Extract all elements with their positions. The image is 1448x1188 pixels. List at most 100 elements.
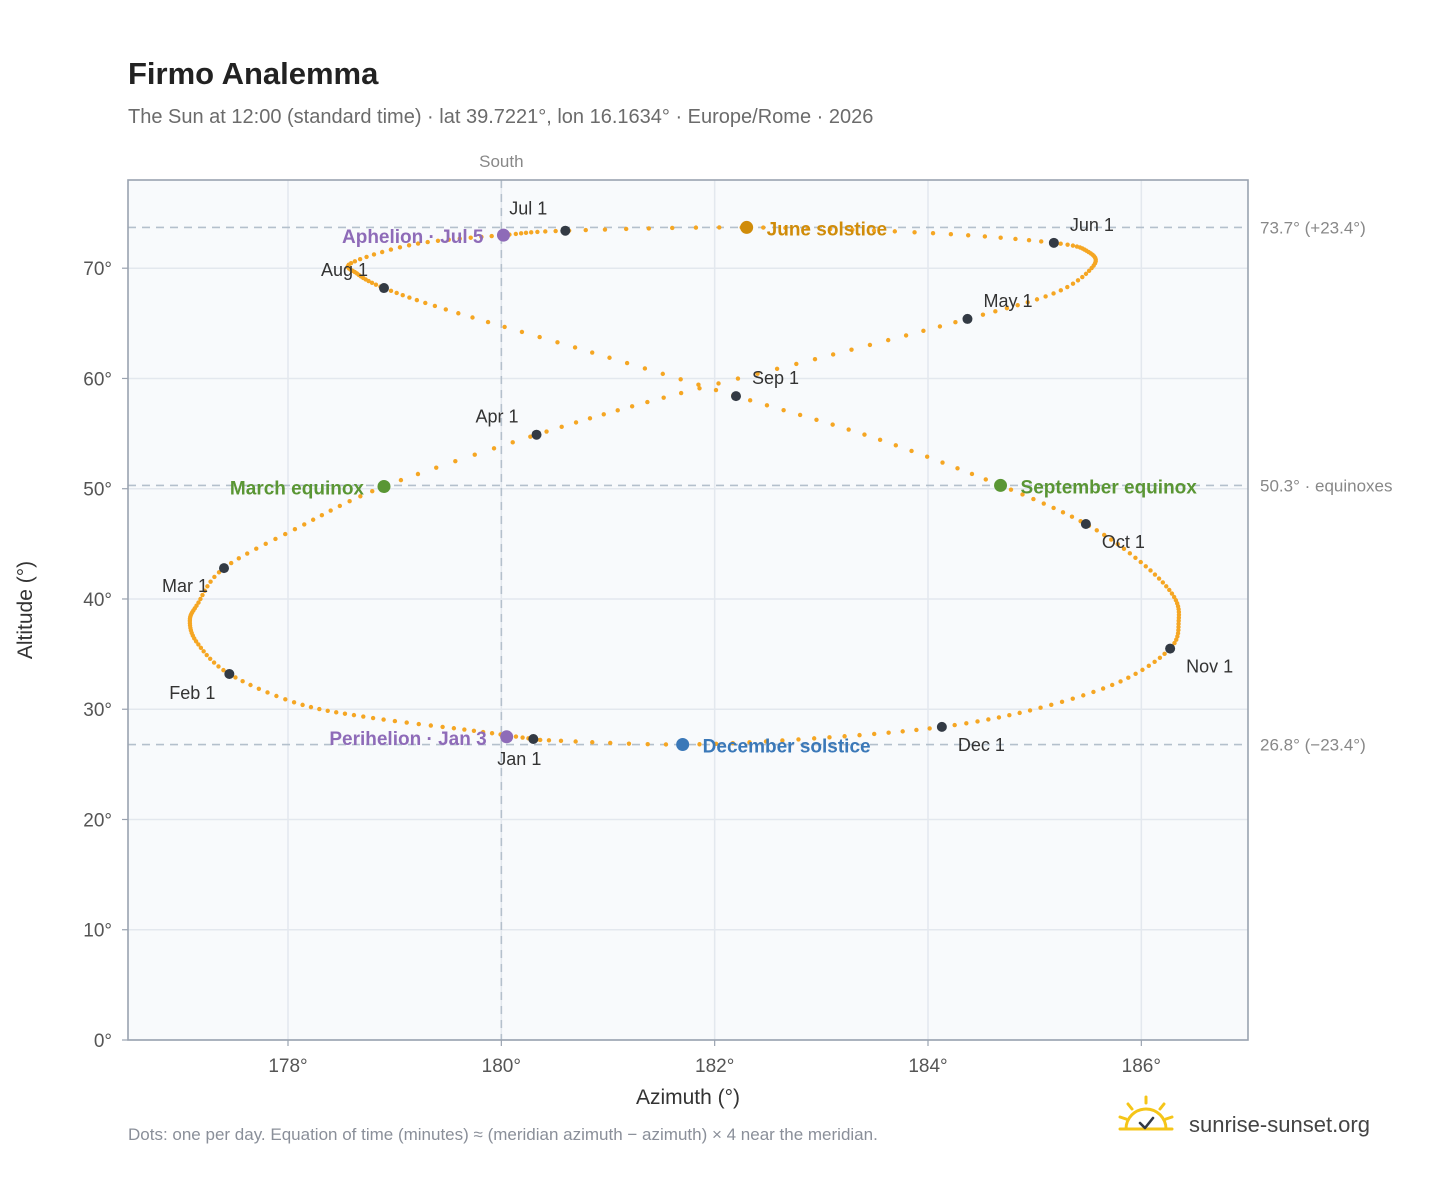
daily-sun-dot bbox=[370, 715, 376, 721]
y-tick-label: 20° bbox=[83, 810, 112, 831]
daily-sun-dot bbox=[216, 664, 221, 669]
daily-sun-dot bbox=[1039, 239, 1044, 244]
daily-sun-dot bbox=[370, 489, 375, 494]
daily-sun-dot bbox=[862, 432, 867, 437]
daily-sun-dot bbox=[1126, 675, 1131, 680]
event-markers: June solstice December solstice March equi… bbox=[230, 219, 1197, 757]
daily-sun-dot bbox=[381, 717, 386, 722]
y-tick-label: 70° bbox=[83, 259, 112, 280]
daily-sun-dot bbox=[319, 512, 325, 518]
daily-sun-dot bbox=[352, 259, 358, 264]
daily-sun-dot bbox=[361, 714, 366, 719]
daily-sun-dot bbox=[1069, 514, 1075, 519]
daily-sun-dot bbox=[489, 233, 494, 239]
daily-sun-dot bbox=[283, 531, 288, 537]
month-point bbox=[1048, 237, 1059, 248]
daily-sun-dot bbox=[661, 395, 666, 400]
daily-sun-dot bbox=[221, 667, 226, 673]
event-label: Aphelion · Jul 5 bbox=[342, 227, 484, 248]
month-point bbox=[731, 391, 741, 402]
page-subtitle: The Sun at 12:00 (standard time) · lat 3… bbox=[128, 106, 873, 128]
daily-sun-dot bbox=[415, 471, 421, 477]
daily-sun-dot bbox=[747, 398, 753, 403]
daily-sun-dot bbox=[1176, 627, 1181, 633]
daily-sun-dot bbox=[998, 235, 1003, 240]
daily-sun-dot bbox=[697, 742, 702, 747]
daily-sun-dot bbox=[590, 740, 595, 745]
daily-sun-dot bbox=[1167, 587, 1172, 593]
month-label: Oct 1 bbox=[1102, 532, 1145, 552]
daily-sun-dot bbox=[207, 656, 213, 661]
daily-sun-dot bbox=[572, 345, 578, 350]
daily-sun-dot bbox=[646, 226, 652, 231]
daily-sun-dot bbox=[590, 350, 595, 355]
daily-sun-dot bbox=[996, 715, 1002, 720]
daily-sun-dot bbox=[921, 328, 926, 334]
daily-sun-dot bbox=[245, 551, 250, 556]
daily-sun-dot bbox=[774, 366, 780, 371]
daily-sun-dot bbox=[1110, 682, 1115, 688]
daily-sun-dot bbox=[236, 556, 242, 561]
daily-sun-dot bbox=[914, 727, 919, 733]
daily-sun-dot bbox=[1017, 710, 1022, 716]
daily-sun-dot bbox=[764, 403, 770, 408]
daily-sun-dot bbox=[523, 230, 529, 236]
daily-sun-dot bbox=[1025, 300, 1030, 305]
daily-sun-dot bbox=[1152, 572, 1158, 577]
daily-sun-dot bbox=[573, 420, 579, 425]
daily-sun-dot bbox=[965, 233, 971, 238]
daily-sun-dot bbox=[446, 237, 451, 242]
daily-sun-dot bbox=[1051, 505, 1056, 511]
daily-sun-dot bbox=[1070, 696, 1075, 701]
daily-sun-dot bbox=[1058, 241, 1063, 246]
daily-sun-dot bbox=[371, 252, 377, 257]
y-tick-label: 50° bbox=[83, 480, 112, 501]
daily-sun-dot bbox=[208, 579, 213, 584]
daily-sun-dot bbox=[900, 729, 905, 734]
daily-sun-dot bbox=[394, 290, 399, 296]
daily-sun-dot bbox=[713, 741, 719, 746]
daily-sun-dot bbox=[1176, 621, 1181, 627]
daily-sun-dot bbox=[827, 735, 832, 740]
daily-sun-dot bbox=[283, 697, 288, 702]
daily-sun-dot bbox=[1013, 236, 1018, 242]
month-point bbox=[1080, 519, 1091, 529]
daily-sun-dot bbox=[1083, 271, 1089, 277]
daily-sun-dot bbox=[1020, 492, 1025, 497]
daily-sun-dot bbox=[1152, 659, 1157, 664]
y-tick-label: 0° bbox=[94, 1031, 112, 1052]
month-point bbox=[1165, 643, 1176, 654]
month-point bbox=[224, 668, 235, 679]
daily-sun-dot bbox=[434, 465, 439, 470]
daily-sun-dot bbox=[1091, 689, 1096, 695]
daily-sun-dot bbox=[520, 735, 525, 740]
daily-sun-dot bbox=[626, 741, 632, 746]
daily-sun-dot bbox=[850, 227, 855, 232]
y-tick-label: 60° bbox=[83, 369, 112, 390]
daily-sun-dot bbox=[423, 300, 428, 306]
daily-sun-dot bbox=[693, 225, 699, 230]
daily-sun-dot bbox=[983, 477, 988, 482]
daily-sun-dot bbox=[317, 706, 322, 712]
daily-sun-dot bbox=[388, 247, 394, 252]
brand-name: sunrise-sunset.org bbox=[1189, 1112, 1370, 1137]
daily-sun-dot bbox=[717, 225, 722, 230]
daily-sun-dot bbox=[212, 574, 217, 580]
daily-sun-dot bbox=[871, 228, 877, 233]
daily-sun-dot bbox=[796, 737, 801, 742]
x-tick-label: 186° bbox=[1122, 1056, 1161, 1077]
daily-sun-dot bbox=[1176, 624, 1181, 630]
daily-sun-dot bbox=[993, 309, 998, 314]
daily-sun-dot bbox=[948, 231, 954, 237]
daily-sun-dot bbox=[480, 729, 486, 735]
daily-sun-dot bbox=[265, 690, 270, 695]
daily-sun-dot bbox=[1026, 238, 1032, 243]
daily-sun-dot bbox=[1007, 713, 1012, 718]
x-tick-label: 178° bbox=[268, 1056, 307, 1077]
event-point bbox=[377, 480, 391, 494]
daily-sun-dot bbox=[543, 229, 548, 234]
y-tick-label: 10° bbox=[83, 921, 112, 942]
daily-sun-dot bbox=[351, 712, 357, 718]
daily-sun-dot bbox=[623, 226, 629, 232]
